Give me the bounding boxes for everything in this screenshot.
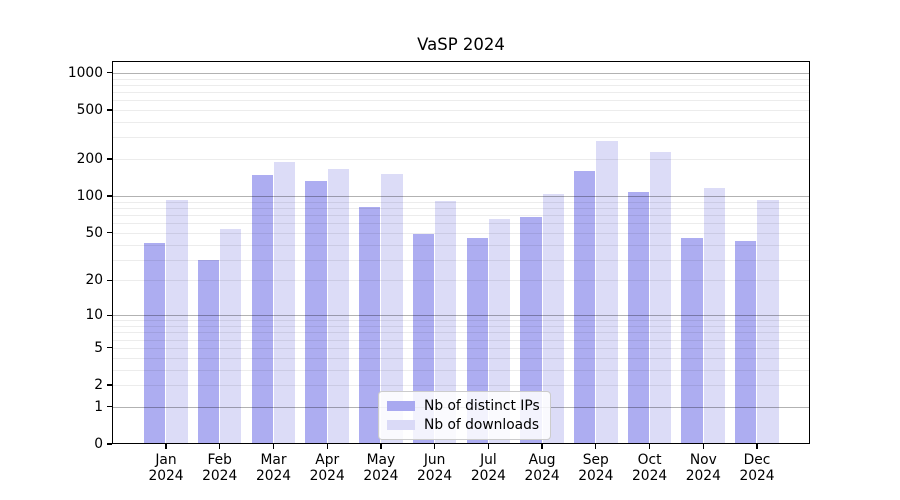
xtick-mark-sep [595,444,597,449]
xtick-mark-dec [756,444,758,449]
xtick-label-may: May 2024 [363,452,399,484]
xtick-mark-jul [487,444,490,449]
bar-ips-mar [251,174,273,444]
ytick-mark-0 [107,443,112,445]
ytick-label-1: 1 [94,398,103,415]
bar-ips-aug [520,217,542,444]
chart-title: VaSP 2024 [417,35,505,54]
legend-row-downloads: Nb of downloads [387,417,540,433]
ytick-mark-20 [107,279,112,282]
legend-label-downloads: Nb of downloads [424,417,540,433]
plot-area [112,61,810,444]
xtick-label-jun: Jun 2024 [417,452,453,484]
xtick-mark-mar [272,444,275,449]
bar-downloads-mar [273,162,296,444]
bar-downloads-feb [220,228,242,444]
ytick-label-0: 0 [94,436,103,452]
ytick-mark-1 [107,406,112,408]
xtick-mark-jan [165,444,167,449]
bars-layer [112,61,810,444]
bar-ips-nov [681,238,703,444]
bar-downloads-apr [327,169,349,444]
xtick-label-jan: Jan 2024 [148,452,184,484]
bar-ips-feb [197,259,220,444]
xtick-label-dec: Dec 2024 [739,452,775,484]
legend-row-ips: Nb of distinct IPs [387,398,540,414]
legend: Nb of distinct IPs Nb of downloads [378,391,551,440]
bar-downloads-jun [435,201,457,444]
ytick-label-2: 2 [94,377,103,393]
xtick-mark-oct [648,444,651,449]
ytick-mark-1000 [107,72,112,74]
legend-swatch-downloads [387,420,415,430]
xtick-label-nov: Nov 2024 [685,452,721,484]
xtick-label-aug: Aug 2024 [524,452,560,484]
bar-ips-sep [573,171,596,444]
legend-swatch-ips [387,401,415,411]
xtick-label-sep: Sep 2024 [578,452,614,484]
ytick-mark-500 [107,109,112,111]
ytick-mark-10 [107,314,112,316]
ytick-mark-2 [107,384,112,386]
ytick-label-100: 100 [76,188,103,205]
ytick-label-5: 5 [94,339,103,356]
bar-downloads-nov [703,188,726,444]
ytick-label-50: 50 [85,224,103,241]
ytick-mark-200 [107,158,112,160]
bar-downloads-aug [542,193,564,444]
ytick-mark-5 [107,347,112,349]
bar-downloads-sep [596,141,618,444]
xtick-mark-apr [326,444,328,449]
ytick-label-500: 500 [76,102,103,118]
bar-ips-apr [305,180,327,444]
xtick-mark-may [380,444,382,449]
ytick-mark-100 [107,195,112,197]
xtick-mark-jun [433,444,436,449]
bar-ips-oct [627,192,650,444]
bar-downloads-jul [488,218,511,444]
ytick-label-20: 20 [85,272,103,289]
xtick-label-mar: Mar 2024 [255,452,292,484]
ytick-label-1000: 1000 [67,64,103,81]
legend-label-ips: Nb of distinct IPs [424,398,540,414]
xtick-mark-nov [702,444,704,449]
bar-ips-may [359,207,381,444]
xtick-label-apr: Apr 2024 [309,452,345,484]
ytick-label-200: 200 [76,151,103,168]
xtick-label-jul: Jul 2024 [470,452,506,484]
xtick-mark-feb [219,444,221,449]
xtick-mark-aug [541,444,543,449]
bar-downloads-dec [757,199,779,444]
xtick-label-feb: Feb 2024 [202,452,238,484]
bar-downloads-oct [650,151,672,444]
bar-ips-dec [735,240,757,444]
xtick-label-oct: Oct 2024 [632,452,668,484]
bar-ips-jan [144,243,166,444]
ytick-mark-50 [107,232,112,234]
ytick-label-10: 10 [85,307,103,324]
bar-downloads-jan [166,199,188,444]
bar-downloads-may [381,174,403,444]
